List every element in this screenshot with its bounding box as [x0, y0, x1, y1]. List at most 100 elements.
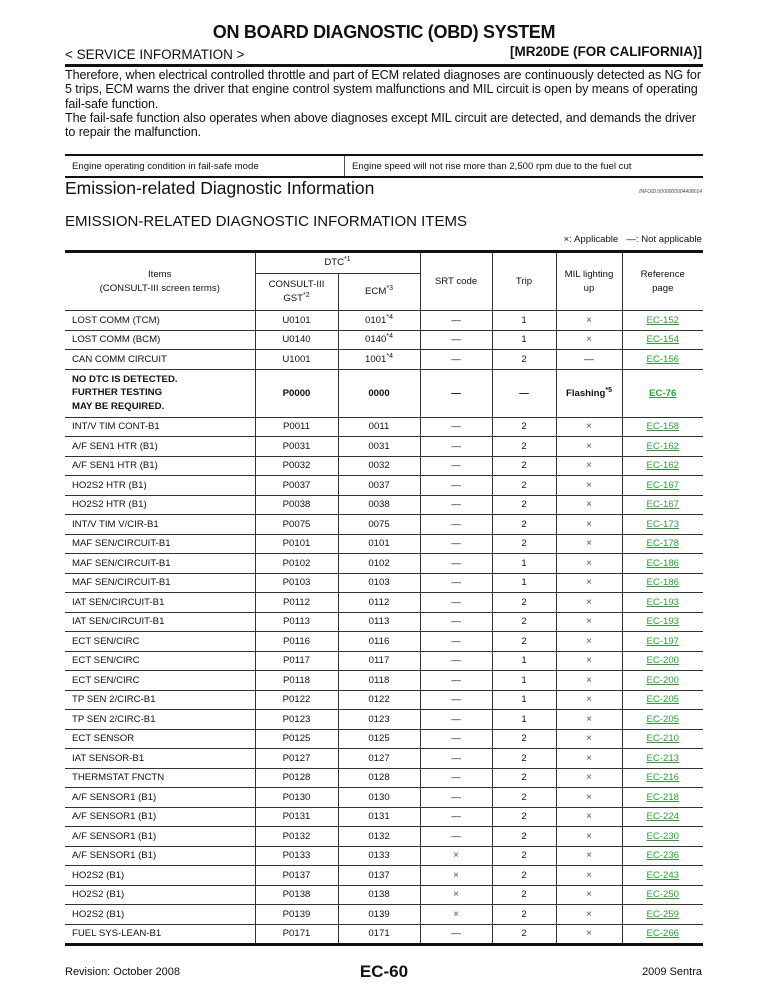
reference-link[interactable]: EC-167 — [646, 499, 680, 511]
table-row: TP SEN 2/CIRC-B1 P0122 0122—1 × EC-205 — [65, 690, 703, 710]
ecm-code: 0133 — [337, 846, 420, 866]
ecm-code: 0131 — [337, 807, 420, 827]
reference-link[interactable]: EC-162 — [646, 460, 680, 472]
reference-link[interactable]: EC-243 — [646, 869, 680, 881]
trip: 2 — [491, 748, 556, 769]
srt-code: — — [419, 534, 492, 554]
reference-link[interactable]: EC-200 — [646, 655, 680, 667]
srt-code: — — [419, 670, 492, 691]
trip: 2 — [491, 475, 556, 496]
item-name: TP SEN 2/CIRC-B1 — [65, 690, 255, 710]
reference-link[interactable]: EC-193 — [646, 596, 680, 608]
table-row: HO2S2 (B1) P0139 0139 × 2 × EC-259 — [65, 904, 703, 925]
reference-link[interactable]: EC-186 — [646, 577, 680, 589]
reference-link[interactable]: EC-154 — [646, 334, 680, 346]
consult-code: P0130 — [254, 787, 338, 808]
table-row: LOST COMM (TCM) U0101 0101*4—1 × EC-152 — [65, 310, 703, 331]
ecm-code: 0038 — [337, 495, 420, 515]
trip: 2 — [491, 631, 556, 652]
srt-code: × — [419, 904, 492, 925]
reference-link[interactable]: EC-230 — [646, 830, 680, 842]
reference-link[interactable]: EC-178 — [646, 538, 680, 550]
reference-link[interactable]: EC-205 — [646, 694, 680, 706]
ecm-code: 0116 — [337, 631, 420, 652]
item-name: A/F SEN1 HTR (B1) — [65, 456, 255, 476]
reference-page: EC-193 — [621, 592, 703, 613]
failsafe-condition-label: Engine operating condition in fail-safe … — [65, 156, 345, 176]
reference-link[interactable]: EC-167 — [646, 479, 680, 491]
consult-code: P0122 — [254, 690, 338, 710]
item-name: HO2S2 HTR (B1) — [65, 475, 255, 496]
reference-link[interactable]: EC-218 — [646, 791, 680, 803]
ecm-code: 0138 — [337, 885, 420, 905]
table-row: LOST COMM (BCM) U0140 0140*4—1 × EC-154 — [65, 330, 703, 350]
header-consult: CONSULT-III GST*2 — [254, 273, 338, 311]
consult-code: P0118 — [254, 670, 338, 691]
table-row: A/F SENSOR1 (B1) P0130 0130—2 × EC-218 — [65, 787, 703, 808]
reference-page: EC-178 — [621, 534, 703, 554]
trip: 1 — [491, 573, 556, 593]
reference-link[interactable]: EC-259 — [646, 908, 680, 920]
reference-link[interactable]: EC-236 — [646, 850, 680, 862]
trip: 2 — [491, 807, 556, 827]
vehicle-name: 2009 Sentra — [642, 966, 702, 978]
reference-link[interactable]: EC-266 — [646, 928, 680, 940]
item-name: MAF SEN/CIRCUIT-B1 — [65, 553, 255, 574]
reference-link[interactable]: EC-197 — [646, 635, 680, 647]
table-row: ECT SEN/CIRC P0118 0118—1 × EC-200 — [65, 670, 703, 691]
item-name: HO2S2 HTR (B1) — [65, 495, 255, 515]
ecm-code: 0103 — [337, 573, 420, 593]
mil-lighting: × — [555, 885, 622, 905]
ecm-code: 0037 — [337, 475, 420, 496]
srt-code: — — [419, 573, 492, 593]
info-id: INFOID:0000000004408014 — [639, 189, 702, 195]
srt-code: — — [419, 826, 492, 847]
reference-link[interactable]: EC-213 — [646, 752, 680, 764]
item-name: FUEL SYS-LEAN-B1 — [65, 924, 255, 945]
reference-link[interactable]: EC-250 — [646, 889, 680, 901]
table-row: A/F SENSOR1 (B1) P0132 0132—2 × EC-230 — [65, 826, 703, 847]
ecm-code: 0117 — [337, 651, 420, 671]
reference-link[interactable]: EC-76 — [649, 387, 677, 399]
section-title: Emission-related Diagnostic Information — [65, 178, 375, 198]
item-name: A/F SENSOR1 (B1) — [65, 787, 255, 808]
srt-code: — — [419, 475, 492, 496]
reference-link[interactable]: EC-224 — [646, 811, 680, 823]
mil-lighting: × — [555, 592, 622, 613]
reference-page: EC-205 — [621, 709, 703, 730]
reference-link[interactable]: EC-158 — [646, 421, 680, 433]
srt-code: — — [419, 807, 492, 827]
reference-page: EC-193 — [621, 612, 703, 632]
reference-link[interactable]: EC-205 — [646, 713, 680, 725]
reference-link[interactable]: EC-200 — [646, 674, 680, 686]
consult-code: P0116 — [254, 631, 338, 652]
reference-page: EC-186 — [621, 553, 703, 574]
srt-code: — — [419, 514, 492, 535]
reference-link[interactable]: EC-152 — [646, 314, 680, 326]
consult-code: P0102 — [254, 553, 338, 574]
item-name: MAF SEN/CIRCUIT-B1 — [65, 534, 255, 554]
consult-code: P0137 — [254, 865, 338, 886]
reference-link[interactable]: EC-162 — [646, 440, 680, 452]
srt-code: × — [419, 885, 492, 905]
reference-link[interactable]: EC-210 — [646, 733, 680, 745]
ecm-code: 0113 — [337, 612, 420, 632]
mil-lighting: × — [555, 612, 622, 632]
header-ecm: ECM*3 — [337, 273, 420, 311]
reference-link[interactable]: EC-193 — [646, 616, 680, 628]
trip: 1 — [491, 670, 556, 691]
ecm-code: 1001*4 — [337, 349, 420, 370]
reference-page: EC-154 — [621, 330, 703, 350]
reference-link[interactable]: EC-156 — [646, 353, 680, 365]
model-label: [MR20DE (FOR CALIFORNIA)] — [510, 44, 702, 59]
item-name: ECT SEN/CIRC — [65, 631, 255, 652]
reference-link[interactable]: EC-186 — [646, 557, 680, 569]
subsection-title: EMISSION-RELATED DIAGNOSTIC INFORMATION … — [65, 213, 467, 230]
reference-page: EC-210 — [621, 729, 703, 749]
ecm-code: 0128 — [337, 768, 420, 788]
reference-link[interactable]: EC-173 — [646, 518, 680, 530]
trip: 2 — [491, 612, 556, 632]
reference-link[interactable]: EC-216 — [646, 772, 680, 784]
ecm-code: 0139 — [337, 904, 420, 925]
mil-lighting: × — [555, 924, 622, 945]
